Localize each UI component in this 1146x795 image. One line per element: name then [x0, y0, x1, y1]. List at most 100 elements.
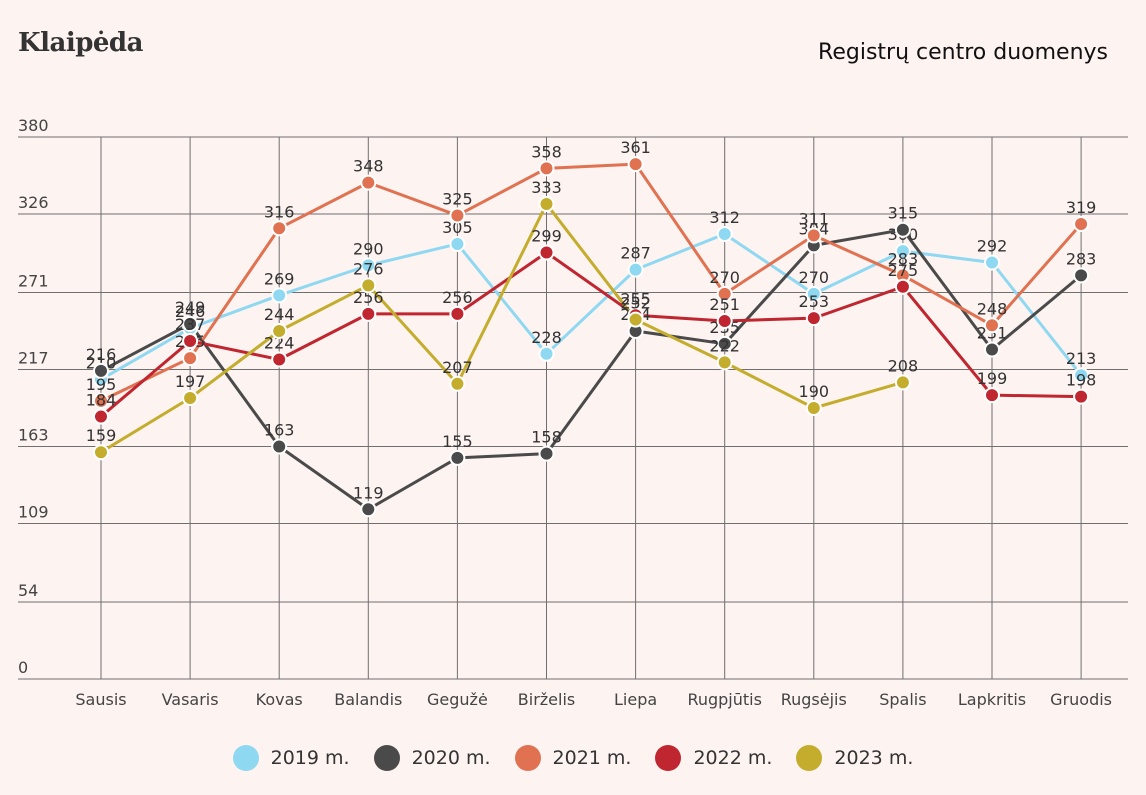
data-label: 305	[442, 218, 473, 237]
series-line	[100, 202, 904, 454]
data-point	[1073, 216, 1090, 233]
data-point	[805, 310, 822, 327]
data-point	[271, 438, 288, 455]
y-tick-label: 54	[18, 581, 38, 600]
data-point	[449, 305, 466, 322]
data-point	[360, 257, 377, 274]
data-point	[449, 235, 466, 252]
data-label: 312	[709, 208, 740, 227]
legend-item[interactable]: 2023 m.	[796, 745, 913, 771]
data-point	[182, 350, 199, 367]
data-label: 275	[888, 261, 919, 280]
data-label: 207	[442, 358, 473, 377]
x-tick-label: Gruodis	[1050, 690, 1112, 709]
x-tick-label: Rugpjūtis	[687, 690, 762, 709]
y-tick-label: 217	[18, 348, 49, 367]
x-tick-label: Sausis	[75, 690, 126, 709]
x-tick-label: Spalis	[879, 690, 926, 709]
data-label: 256	[353, 288, 384, 307]
data-point	[271, 351, 288, 368]
data-label: 270	[709, 268, 740, 287]
data-point	[538, 160, 555, 177]
data-label: 184	[86, 391, 117, 410]
data-label: 333	[531, 178, 562, 197]
data-point	[894, 243, 911, 260]
y-tick-label: 326	[18, 193, 49, 212]
y-tick-label: 163	[18, 426, 49, 445]
data-point	[716, 285, 733, 302]
data-point	[805, 227, 822, 244]
data-point	[182, 390, 199, 407]
data-label: 190	[799, 382, 830, 401]
data-label: 244	[264, 305, 295, 324]
data-label: 299	[531, 227, 562, 246]
data-source-label: Registrų centro duomenys	[818, 40, 1108, 65]
data-point	[360, 501, 377, 518]
chart-title: Klaipėda	[18, 28, 143, 58]
legend-label: 2022 m.	[693, 747, 773, 769]
data-label: 195	[86, 375, 117, 394]
data-label: 199	[977, 369, 1008, 388]
data-point	[716, 335, 733, 352]
legend-label: 2019 m.	[270, 747, 350, 769]
data-point	[93, 362, 109, 379]
data-label: 292	[977, 237, 1008, 256]
legend-item[interactable]: 2021 m.	[514, 745, 632, 771]
legend-item[interactable]: 2019 m.	[232, 745, 350, 771]
chart-legend: 2019 m. 2020 m. 2021 m. 2022 m. 2023 m.	[0, 745, 1146, 771]
legend-swatch	[373, 745, 400, 771]
data-point	[627, 261, 644, 278]
data-point	[1073, 388, 1090, 405]
data-point	[538, 445, 555, 462]
legend-label: 2021 m.	[552, 747, 632, 769]
legend-item[interactable]: 2022 m.	[655, 745, 772, 771]
x-tick-label: Liepa	[614, 690, 657, 709]
data-label: 311	[799, 209, 830, 228]
y-tick-label: 380	[18, 116, 49, 135]
data-label: 249	[175, 298, 206, 317]
data-point	[271, 322, 288, 339]
data-point	[449, 449, 466, 466]
data-point	[627, 156, 644, 173]
data-label: 237	[175, 315, 206, 334]
series-line	[100, 162, 1083, 403]
data-point	[805, 400, 822, 416]
data-label: 276	[353, 259, 384, 278]
data-label: 269	[264, 269, 295, 288]
data-point	[716, 312, 733, 329]
x-tick-label: Lapkritis	[958, 690, 1026, 709]
data-label: 283	[888, 249, 919, 268]
data-point	[271, 287, 288, 304]
data-label: 246	[175, 302, 206, 321]
data-label: 222	[709, 336, 740, 355]
legend-item[interactable]: 2020 m.	[373, 745, 491, 771]
data-label: 158	[531, 428, 562, 447]
legend-swatch	[655, 745, 682, 771]
data-label: 256	[442, 288, 473, 307]
x-tick-label: Birželis	[518, 690, 575, 709]
data-label: 224	[264, 334, 295, 353]
data-label: 270	[799, 268, 830, 287]
data-point	[716, 354, 733, 371]
legend-swatch	[232, 745, 259, 771]
data-label: 283	[1066, 249, 1097, 268]
data-label: 253	[799, 292, 830, 311]
data-label: 251	[709, 295, 740, 314]
data-label: 290	[353, 239, 384, 258]
legend-swatch	[514, 745, 541, 771]
data-label: 213	[1066, 349, 1097, 368]
data-label: 361	[620, 138, 651, 157]
y-tick-label: 271	[18, 271, 49, 290]
data-point	[538, 345, 555, 362]
data-point	[538, 196, 555, 213]
data-point	[271, 220, 288, 237]
data-label: 198	[1066, 371, 1097, 390]
data-point	[182, 315, 199, 332]
data-point	[93, 392, 109, 409]
data-point	[984, 317, 1000, 334]
data-point	[984, 387, 1000, 404]
x-tick-label: Rugsėjis	[781, 690, 847, 709]
data-point	[984, 341, 1000, 358]
data-point	[93, 408, 109, 425]
data-label: 358	[531, 142, 562, 161]
